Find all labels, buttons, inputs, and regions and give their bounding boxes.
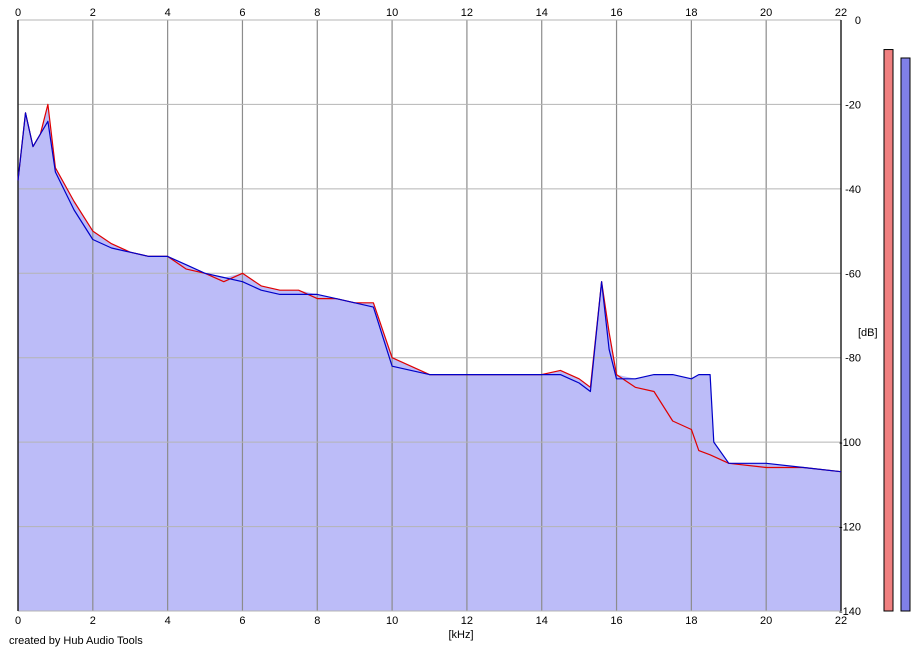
x-tick-label-bottom: 10 [386,615,398,627]
tick-labels: 002244668810101212141416161818202022220-… [15,7,861,627]
y-tick-label: -20 [845,99,861,111]
x-tick-label-top: 12 [461,7,473,19]
series-line-red [17,103,842,473]
y-tick-label: -120 [839,522,861,534]
x-tick-label-bottom: 14 [536,615,548,627]
y-tick-label: -40 [845,184,861,196]
x-tick-label-bottom: 8 [314,615,320,627]
x-tick-label-bottom: 12 [461,615,473,627]
x-tick-label-top: 14 [536,7,548,19]
level-meter-red [883,49,894,612]
y-tick-label: -100 [839,437,861,449]
x-tick-label-top: 6 [239,7,245,19]
x-tick-label-top: 18 [685,7,697,19]
y-tick-label: -80 [845,353,861,365]
x-tick-label-bottom: 16 [610,615,622,627]
y-axis-label: [dB] [858,327,878,339]
x-axis-label: [kHz] [448,629,473,641]
x-tick-label-top: 0 [15,7,21,19]
x-tick-label-bottom: 20 [760,615,772,627]
spectrum-fill-layer [18,104,841,612]
x-tick-label-bottom: 2 [90,615,96,627]
x-tick-label-top: 20 [760,7,772,19]
x-tick-label-top: 2 [90,7,96,19]
level-meter-blue [900,57,911,612]
x-tick-label-top: 10 [386,7,398,19]
x-tick-label-bottom: 4 [165,615,171,627]
y-tick-label: -140 [839,606,861,618]
spectrum-area [18,104,841,612]
y-tick-label: 0 [855,15,861,27]
level-meters [883,49,911,612]
y-tick-label: -60 [845,268,861,280]
x-tick-label-bottom: 18 [685,615,697,627]
grid-layer [17,19,842,612]
x-tick-label-bottom: 6 [239,615,245,627]
series-lines [17,103,842,473]
x-tick-label-top: 22 [835,7,847,19]
x-tick-label-top: 8 [314,7,320,19]
x-tick-label-top: 4 [165,7,171,19]
x-tick-label-bottom: 0 [15,615,21,627]
credit-text: created by Hub Audio Tools [9,635,143,647]
series-line-blue [17,112,842,473]
x-tick-label-top: 16 [610,7,622,19]
x-tick-label-bottom: 22 [835,615,847,627]
